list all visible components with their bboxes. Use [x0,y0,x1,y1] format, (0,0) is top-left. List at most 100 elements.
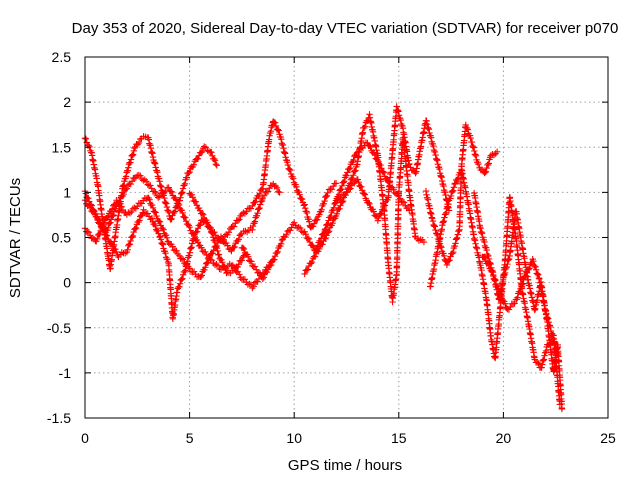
data-point [350,172,357,179]
data-point [235,261,242,268]
data-point [478,229,485,236]
data-point [330,204,337,212]
data-point [204,219,211,226]
data-point [274,126,281,133]
data-point [432,155,440,163]
data-point [267,261,275,269]
data-point [157,236,165,243]
data-point [447,192,455,200]
data-point [472,151,479,158]
data-point [341,178,348,185]
data-point [547,323,554,331]
y-tick-label: -0.5 [47,320,71,336]
data-point [213,162,220,169]
data-point [187,244,195,252]
data-point [367,143,374,151]
data-point [538,364,545,371]
data-point [248,258,255,265]
data-point [272,122,280,130]
data-point [197,273,205,281]
data-point [522,272,530,280]
data-point [468,138,476,146]
data-point [333,210,341,218]
data-point [108,241,116,248]
data-point [256,190,263,198]
data-point [492,276,499,284]
data-point [186,249,194,256]
data-point [211,261,219,269]
data-point [273,184,281,192]
data-point [131,204,138,211]
data-point [281,150,289,157]
data-point [171,194,179,202]
data-point [278,236,286,244]
series-sat-track-6 [238,139,413,282]
data-point [504,257,512,264]
data-point [178,255,185,262]
data-point [469,142,476,150]
data-point [431,148,439,156]
data-point [420,238,428,246]
y-tick-label: 1 [63,184,71,200]
data-point [135,139,143,147]
data-point [302,205,309,212]
data-point [341,191,349,199]
data-point [85,195,92,202]
data-point [162,249,169,257]
data-point [427,134,435,141]
data-point [279,141,287,149]
data-point [338,182,346,190]
data-point [324,220,332,228]
data-point [260,274,268,281]
data-point [281,149,288,156]
data-point [285,165,292,172]
data-point [436,165,443,173]
data-point [175,201,183,209]
data-point [440,218,447,226]
data-point [352,167,359,174]
data-point [164,207,172,214]
data-point [186,168,193,176]
data-point [337,202,344,209]
data-point [328,186,336,193]
data-point [431,222,438,230]
data-point [187,245,194,253]
data-point [310,220,318,227]
data-point [165,208,173,216]
x-tick-label: 0 [81,430,89,446]
data-point [318,206,325,214]
data-point [464,126,472,133]
data-point [463,124,471,132]
data-point [440,252,448,260]
data-point [381,202,389,209]
data-point [128,208,135,216]
data-point [236,216,243,223]
data-point [251,218,259,225]
data-point [429,217,437,225]
data-point [131,144,138,152]
data-point [548,330,556,337]
data-point [332,197,340,204]
data-point [109,212,116,220]
series-sat-track-5 [186,118,340,245]
data-point [377,210,384,218]
data-point [122,173,130,180]
y-tick-label: 0.5 [52,230,72,246]
data-point [325,217,332,224]
data-point [118,203,125,211]
data-point [198,272,206,279]
data-point [449,250,456,257]
data-point [251,199,258,206]
data-point [291,219,298,226]
data-point [182,267,189,274]
data-point [517,285,524,292]
data-point [452,236,460,243]
data-point [526,265,533,272]
data-point [127,159,134,166]
data-point [177,190,185,198]
data-point [129,152,136,159]
data-point [164,255,171,263]
data-point [298,195,306,203]
data-point [249,222,257,230]
data-point [96,217,103,225]
